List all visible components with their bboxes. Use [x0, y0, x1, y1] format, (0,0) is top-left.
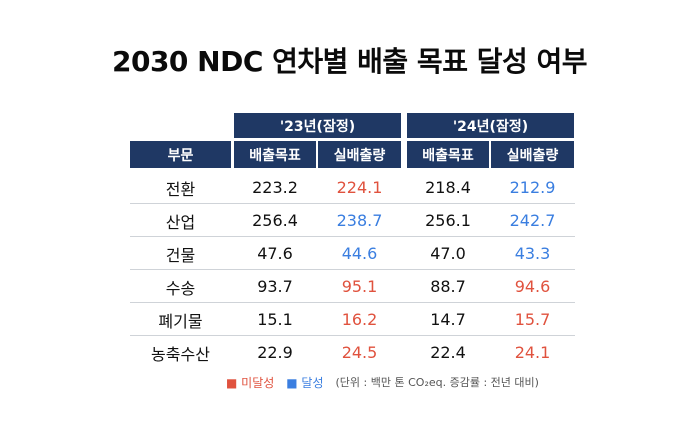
row-divider: [130, 269, 575, 270]
category-cell: 수송: [165, 278, 196, 298]
value-cell: 47.6: [257, 244, 293, 263]
value-cell: 15.1: [257, 310, 293, 329]
value-cell: 15.7: [514, 310, 551, 329]
value-cell: 88.7: [430, 277, 466, 296]
value-cell: 242.7: [509, 211, 556, 230]
value-cell: 93.7: [257, 277, 293, 296]
target-header-2024: 배출목표: [407, 141, 489, 168]
value-cell: 256.4: [252, 211, 298, 230]
legend-achieved: ■ 달성: [286, 375, 324, 390]
value-cell: 14.7: [430, 310, 466, 329]
category-header: 부문: [130, 141, 231, 168]
unit-note: (단위 : 백만 톤 CO₂eq. 증감률 : 전년 대비): [335, 376, 539, 389]
category-cell: 폐기물: [158, 311, 203, 331]
value-cell: 22.4: [430, 343, 466, 362]
value-cell: 47.0: [430, 244, 466, 263]
value-cell: 256.1: [425, 211, 471, 230]
value-cell: 44.6: [341, 244, 378, 263]
value-cell: 16.2: [341, 310, 378, 329]
row-divider: [130, 335, 575, 336]
target-header-2023: 배출목표: [234, 141, 316, 168]
legend-not-achieved: ■ 미달성: [226, 375, 275, 390]
value-cell: 24.1: [514, 343, 551, 362]
value-cell: 212.9: [509, 178, 556, 197]
year-header-2024: '24년(잠정): [407, 113, 574, 138]
category-cell: 전환: [165, 179, 196, 199]
value-cell: 223.2: [252, 178, 298, 197]
category-cell: 농축수산: [151, 344, 210, 364]
value-cell: 24.5: [341, 343, 378, 362]
legend: ■ 미달성 ■ 달성 (단위 : 백만 톤 CO₂eq. 증감률 : 전년 대비…: [226, 372, 539, 392]
row-divider: [130, 302, 575, 303]
actual-header-2024: 실배출량: [491, 141, 574, 168]
row-divider: [130, 203, 575, 204]
value-cell: 94.6: [514, 277, 551, 296]
year-header-2023: '23년(잠정): [234, 113, 401, 138]
page-title: 2030 NDC 연차별 배출 목표 달성 여부: [111, 45, 588, 78]
category-cell: 산업: [165, 212, 196, 232]
actual-header-2023: 실배출량: [318, 141, 401, 168]
row-divider: [130, 236, 575, 237]
value-cell: 218.4: [425, 178, 471, 197]
value-cell: 22.9: [257, 343, 293, 362]
value-cell: 238.7: [336, 211, 383, 230]
value-cell: 224.1: [336, 178, 383, 197]
value-cell: 95.1: [341, 277, 378, 296]
category-cell: 건물: [165, 245, 196, 265]
value-cell: 43.3: [514, 244, 551, 263]
